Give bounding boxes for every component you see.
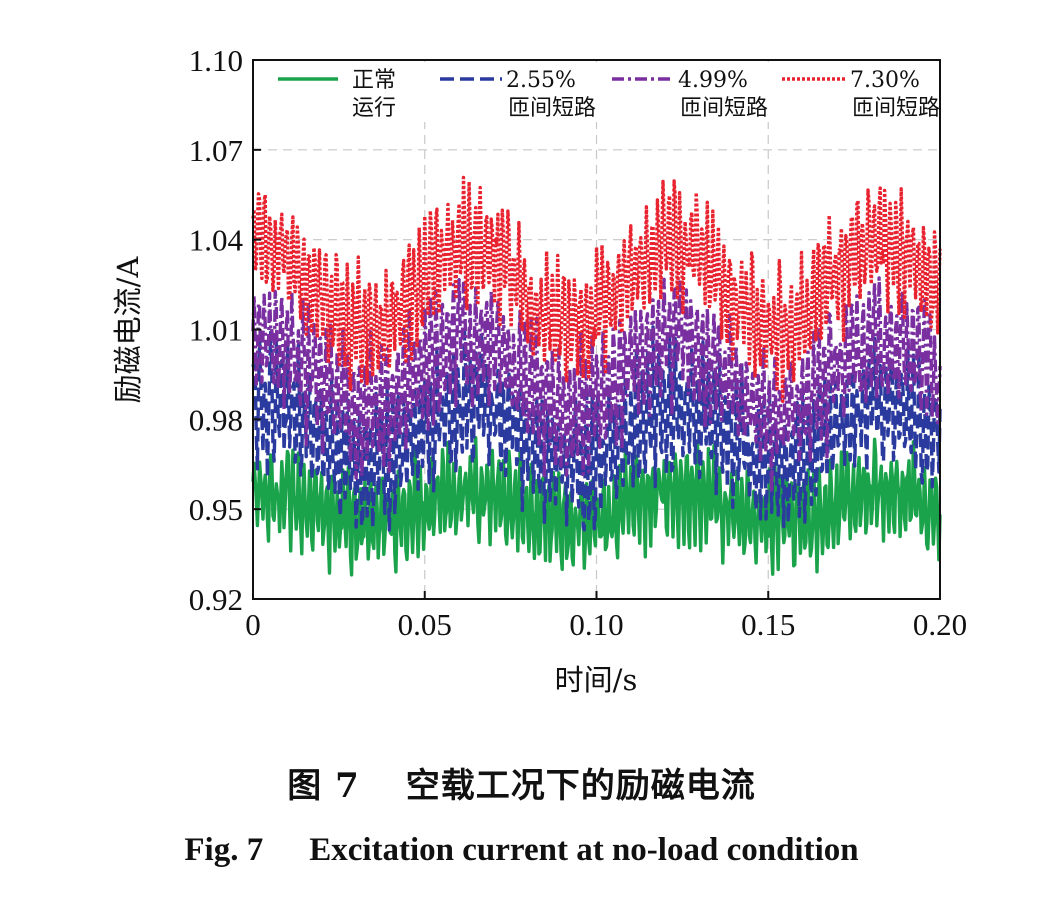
legend-background (255, 62, 938, 122)
caption-en-number: Fig. 7 (184, 832, 264, 868)
legend-label: 匝间短路 (680, 96, 768, 121)
legend-label: 匝间短路 (852, 96, 940, 121)
y-tick-label: 0.92 (189, 582, 243, 617)
x-tick-label: 0.20 (913, 607, 967, 642)
y-tick-label: 1.07 (189, 133, 243, 168)
y-tick-label: 0.98 (189, 402, 243, 437)
legend-label: 运行 (352, 96, 396, 121)
legend-label: 4.99% (678, 68, 748, 93)
caption-cn-text: 空载工况下的励磁电流 (405, 766, 756, 806)
caption-en-text: Excitation current at no-load condition (309, 832, 859, 868)
y-tick-label: 1.01 (189, 313, 243, 348)
x-tick-label: 0.15 (741, 607, 795, 642)
figure-caption-chinese: 图 7 空载工况下的励磁电流 (0, 758, 1043, 807)
x-tick-label: 0.05 (398, 607, 452, 642)
legend-label: 2.55% (506, 68, 576, 93)
legend-label: 匝间短路 (508, 96, 596, 121)
series-line (251, 276, 942, 494)
series-line (251, 175, 942, 404)
x-tick-label: 0 (245, 607, 261, 642)
x-tick-label: 0.10 (569, 607, 623, 642)
axis-ticks: 0 0.05 0.10 0.15 0.20 0.92 0.95 0.98 1.01 1.04 1.0… (189, 43, 967, 642)
series-lines (251, 175, 942, 577)
caption-cn-number: 图 7 (287, 766, 360, 806)
y-tick-label: 1.04 (189, 223, 244, 258)
figure-caption-english: Fig. 7 Excitation current at no-load cond… (0, 832, 1043, 869)
y-axis-title: 励磁电流/A (111, 256, 145, 404)
x-axis-title: 时间/s (555, 663, 638, 697)
legend-label: 正常 (352, 68, 396, 93)
y-tick-label: 1.10 (189, 43, 243, 78)
y-tick-label: 0.95 (189, 492, 243, 527)
legend-label: 7.30% (850, 68, 920, 93)
series-line (251, 436, 942, 577)
